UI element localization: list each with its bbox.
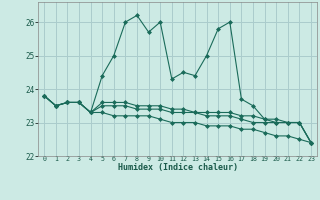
X-axis label: Humidex (Indice chaleur): Humidex (Indice chaleur) (118, 163, 238, 172)
